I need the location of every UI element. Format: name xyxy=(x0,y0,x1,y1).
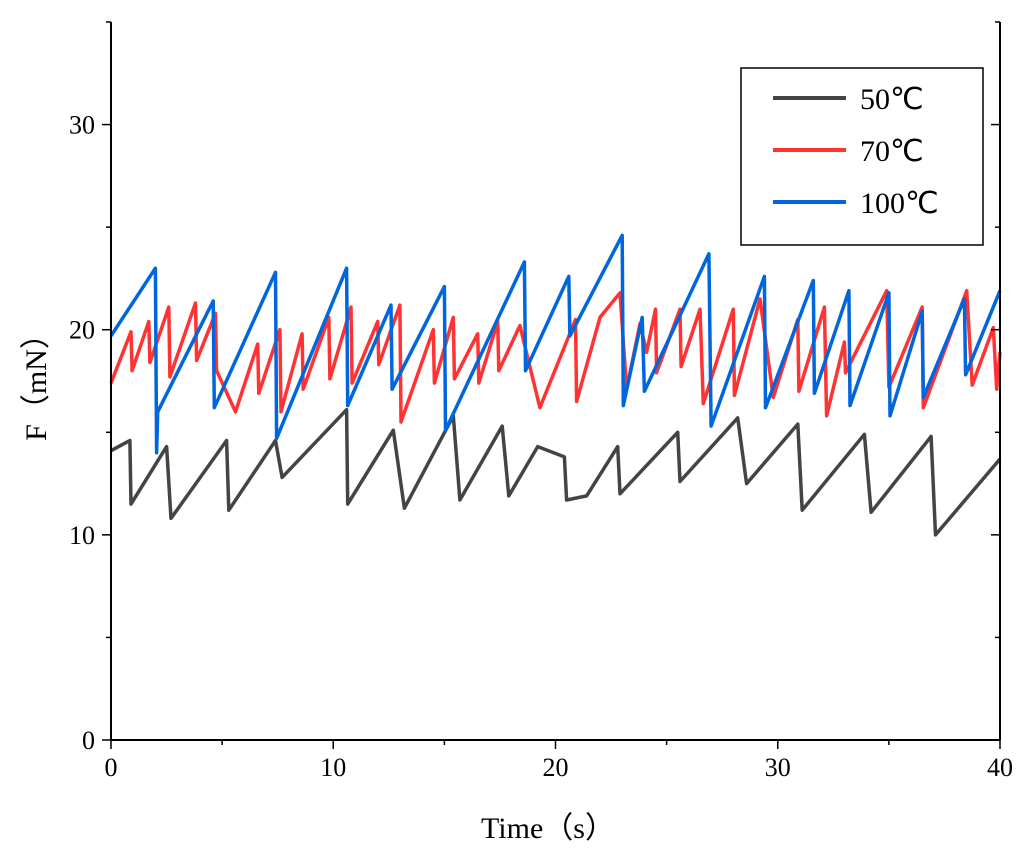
y-tick-label: 0 xyxy=(82,726,95,755)
y-tick-label: 20 xyxy=(69,316,95,345)
y-tick-label: 10 xyxy=(69,521,95,550)
legend: 50℃ 70℃ 100℃ xyxy=(740,67,984,246)
x-tick-label: 10 xyxy=(320,753,346,782)
legend-label-2: 100℃ xyxy=(860,187,939,220)
series-layer xyxy=(109,233,1002,537)
x-tick-label: 30 xyxy=(765,753,791,782)
x-tick-label: 40 xyxy=(987,753,1013,782)
legend-label-1: 70℃ xyxy=(860,135,924,168)
x-axis-label: Time（s） xyxy=(481,812,615,845)
legend-label-0: 50℃ xyxy=(860,83,924,116)
x-tick-label: 20 xyxy=(543,753,569,782)
series-line-1 xyxy=(109,288,1002,424)
series-line-2 xyxy=(109,233,1002,455)
x-tick-label: 0 xyxy=(105,753,118,782)
series-line-0 xyxy=(110,407,1002,537)
y-tick-label: 30 xyxy=(69,111,95,140)
ticks: 0 10 20 30 40 0 10 20 30 xyxy=(69,21,1013,782)
y-axis-label: F（mN） xyxy=(20,319,53,441)
